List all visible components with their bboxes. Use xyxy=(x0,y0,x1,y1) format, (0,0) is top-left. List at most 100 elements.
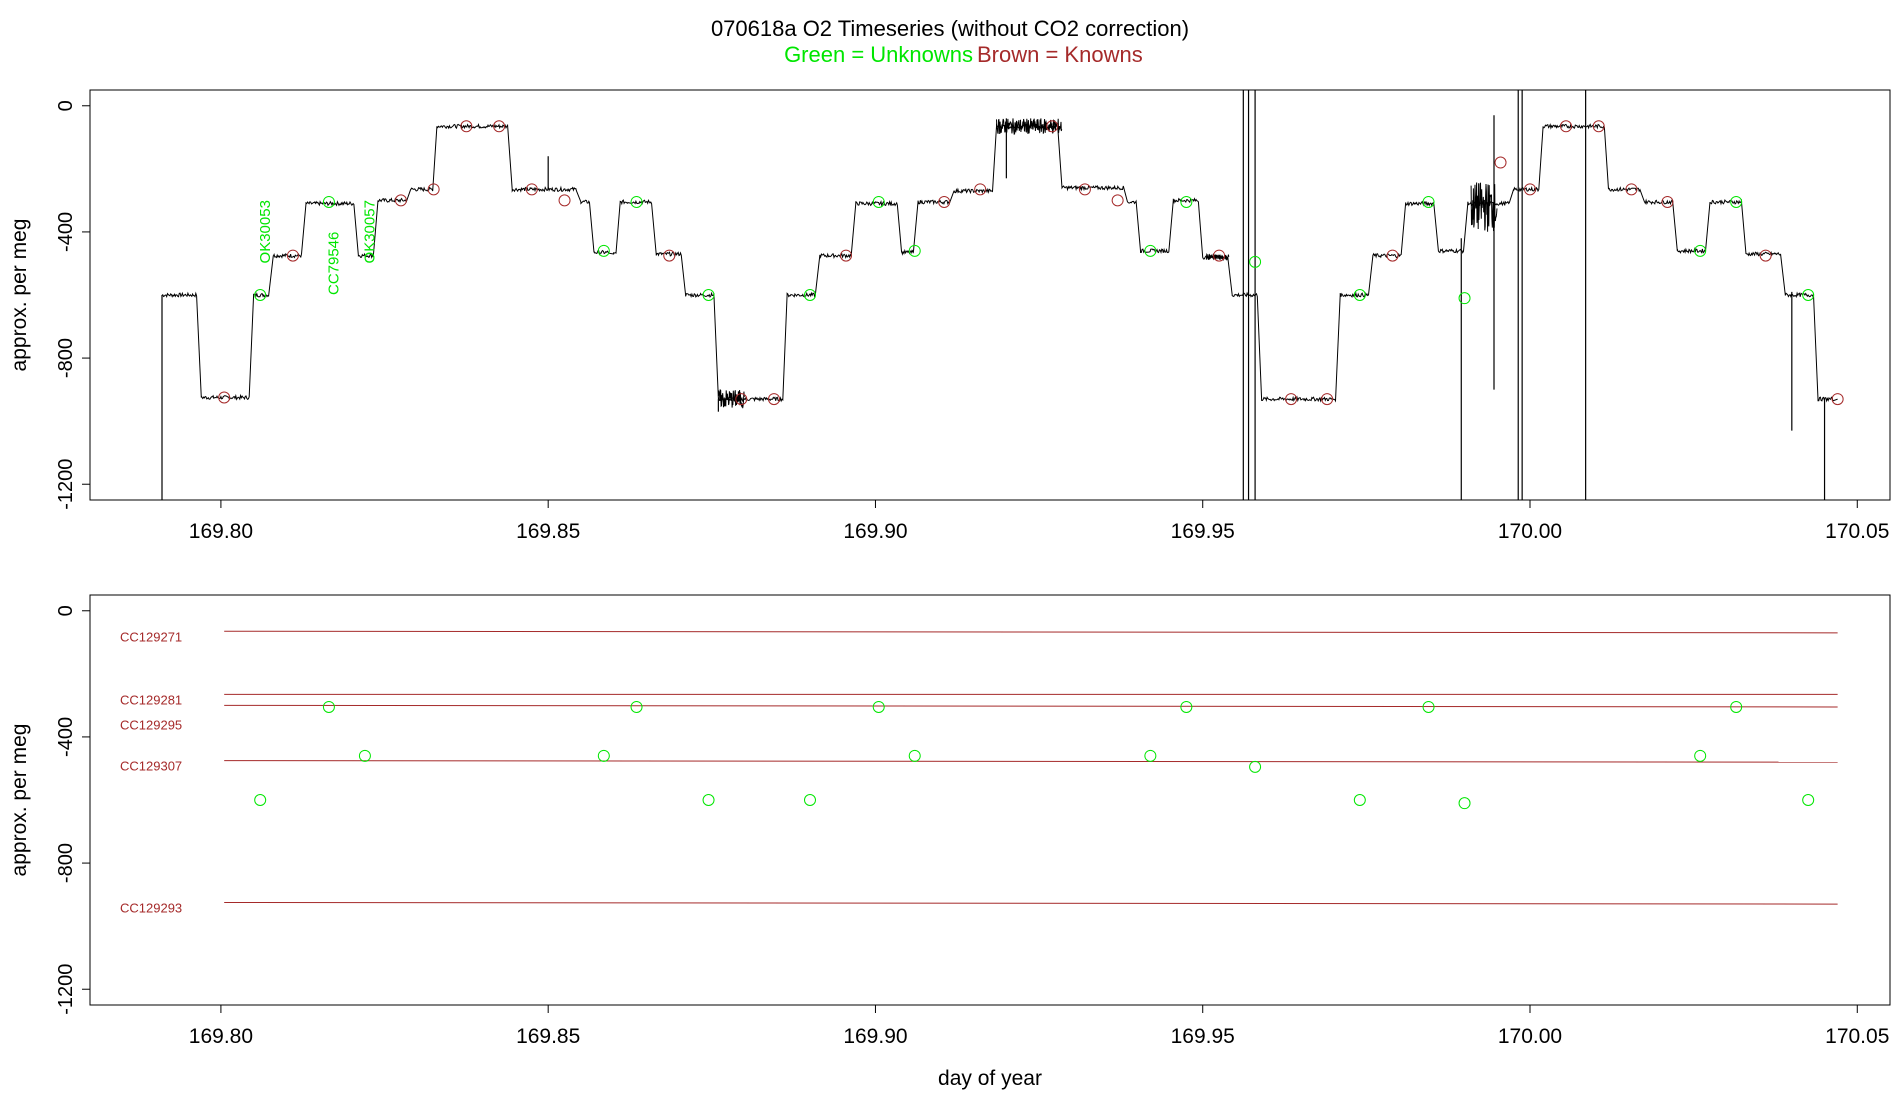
y-tick-label: 0 xyxy=(55,605,77,616)
unknown-point xyxy=(630,195,643,208)
standard-label: CC129281 xyxy=(120,692,182,707)
unknown-point xyxy=(1730,195,1743,208)
known-point xyxy=(768,393,780,406)
unknown-point xyxy=(804,289,816,301)
x-tick-label: 169.95 xyxy=(1171,520,1235,543)
unknown-point xyxy=(1802,289,1815,301)
known-point xyxy=(218,391,231,404)
known-point xyxy=(1046,120,1059,133)
x-tick-label: 169.85 xyxy=(516,1025,580,1048)
unknown-point xyxy=(254,794,267,806)
x-axis-label: day of year xyxy=(938,1067,1042,1090)
known-point xyxy=(1494,156,1507,169)
known-point xyxy=(493,120,506,133)
unknown-point xyxy=(1353,289,1366,301)
x-tick-label: 169.95 xyxy=(1171,1025,1235,1048)
unknown-point xyxy=(1180,700,1193,713)
known-point xyxy=(460,120,473,133)
standard-line xyxy=(224,760,1838,763)
y-tick-label: -1200 xyxy=(55,459,77,510)
unknown-point xyxy=(1180,195,1193,208)
known-point xyxy=(1661,195,1674,208)
x-tick-label: 169.85 xyxy=(516,520,580,543)
unknown-point xyxy=(1144,749,1157,762)
unknown-point xyxy=(1458,797,1471,810)
standard-label: CC129307 xyxy=(120,759,182,774)
unknown-point xyxy=(1458,292,1471,305)
unknown-point xyxy=(597,749,610,762)
unknown-label: CC79546 xyxy=(326,232,343,295)
plot-frame xyxy=(89,89,1891,501)
known-point xyxy=(938,195,951,208)
unknown-point xyxy=(1694,244,1707,257)
unknown-point xyxy=(1802,794,1815,806)
plot-frame xyxy=(89,594,1891,1006)
y-tick-label: -800 xyxy=(55,338,77,378)
y-axis-label: approx. per meg xyxy=(8,219,31,372)
y-tick-label: -800 xyxy=(55,843,77,883)
x-tick-label: 170.05 xyxy=(1825,1025,1889,1048)
unknown-point xyxy=(254,289,267,301)
unknown-point xyxy=(872,195,885,208)
unknown-point xyxy=(322,195,335,208)
y-tick-label: -400 xyxy=(55,212,77,252)
unknown-point xyxy=(358,749,371,762)
known-point xyxy=(1831,393,1844,406)
x-tick-label: 169.90 xyxy=(843,520,907,543)
known-point xyxy=(1560,120,1572,133)
legend-knowns: Brown = Knowns xyxy=(977,42,1143,67)
o2-trace xyxy=(161,122,1838,403)
unknown-label: OK30053 xyxy=(257,200,274,263)
known-point xyxy=(1321,393,1334,406)
unknown-point xyxy=(702,289,715,301)
standard-label: CC129293 xyxy=(120,901,182,916)
y-tick-label: -1200 xyxy=(55,964,77,1015)
standard-line xyxy=(224,630,1838,634)
y-tick-label: 0 xyxy=(55,100,77,111)
known-point xyxy=(394,194,407,207)
unknown-point xyxy=(702,794,715,806)
x-tick-label: 170.00 xyxy=(1498,1025,1562,1048)
known-point xyxy=(840,249,852,262)
known-point xyxy=(1213,249,1226,262)
x-tick-label: 170.00 xyxy=(1498,520,1562,543)
standard-line xyxy=(224,902,1838,905)
chart-title: 070618a O2 Timeseries (without CO2 corre… xyxy=(711,16,1189,41)
standard-line xyxy=(224,704,1838,708)
known-point xyxy=(1285,393,1298,406)
known-point xyxy=(1524,183,1536,196)
unknown-point xyxy=(597,244,610,257)
known-point xyxy=(974,183,987,196)
noise-burst xyxy=(1470,182,1498,232)
unknown-point xyxy=(1353,794,1366,806)
standard-label: CC129295 xyxy=(120,717,182,732)
unknown-point xyxy=(804,794,816,806)
unknown-point xyxy=(1694,749,1707,762)
unknown-point xyxy=(908,244,921,257)
unknown-point xyxy=(1144,244,1157,257)
unknown-point xyxy=(1730,700,1743,713)
noise-burst xyxy=(1205,253,1230,261)
known-point xyxy=(427,183,440,196)
unknown-point xyxy=(322,700,335,713)
x-tick-label: 169.80 xyxy=(189,520,253,543)
known-point xyxy=(1078,183,1091,196)
standard-label: CC129271 xyxy=(120,629,182,644)
bottom-panel: 0 -400 -800 -1200 169.80 169.85 169.90 169.95 17… xyxy=(8,594,1891,1090)
top-panel: 0 -400 -800 -1200 169.80 169.85 169.90 169.95 17… xyxy=(8,89,1891,543)
unknown-point xyxy=(1249,255,1262,268)
known-point xyxy=(663,249,676,262)
unknown-point xyxy=(630,700,643,713)
known-point xyxy=(1386,249,1399,262)
unknown-point xyxy=(872,700,885,713)
known-point xyxy=(525,183,538,196)
known-point xyxy=(1625,183,1638,196)
known-point xyxy=(558,194,571,207)
known-point xyxy=(735,393,748,406)
x-tick-label: 170.05 xyxy=(1825,520,1889,543)
known-point xyxy=(286,249,299,262)
known-point xyxy=(1111,194,1124,207)
x-tick-label: 169.80 xyxy=(189,1025,253,1048)
legend-unknowns: Green = Unknowns xyxy=(784,42,973,67)
